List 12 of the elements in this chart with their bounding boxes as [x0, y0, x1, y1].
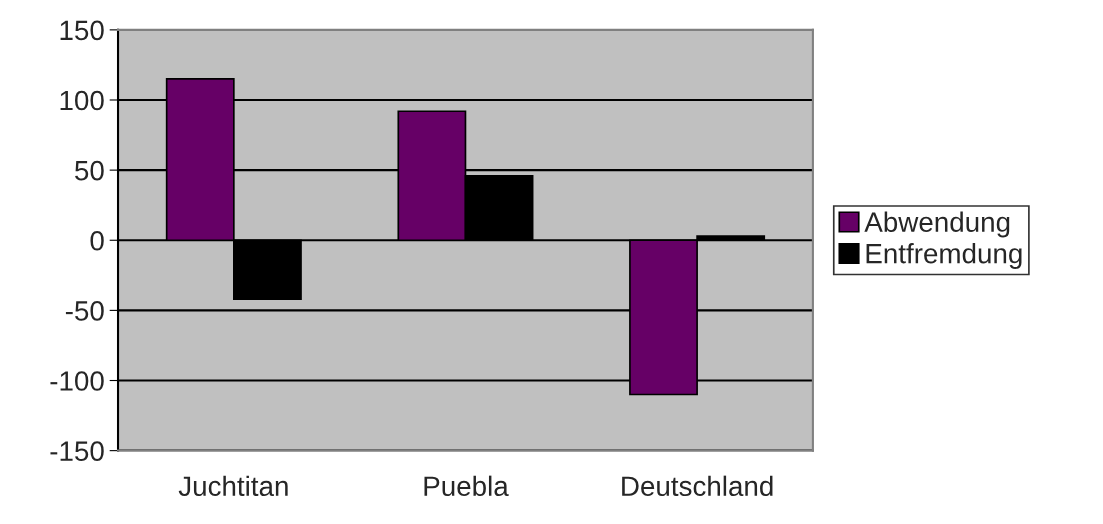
y-tick-label: -150 [50, 441, 104, 461]
legend-label: Entfremdung [866, 243, 1022, 269]
y-tick-label: 50 [75, 160, 104, 181]
y-tick-label: -100 [50, 371, 104, 391]
x-tick-label: Deutschland [622, 475, 773, 497]
x-tick-label: Puebla [424, 475, 509, 497]
x-tick-label: Juchtitan [178, 475, 288, 497]
y-tick-label: 150 [60, 20, 104, 41]
legend-label: Abwendung [864, 211, 1010, 238]
y-tick-label: 0 [90, 230, 104, 251]
y-tick-label: 100 [60, 90, 104, 111]
y-tick-label: -50 [65, 301, 104, 321]
